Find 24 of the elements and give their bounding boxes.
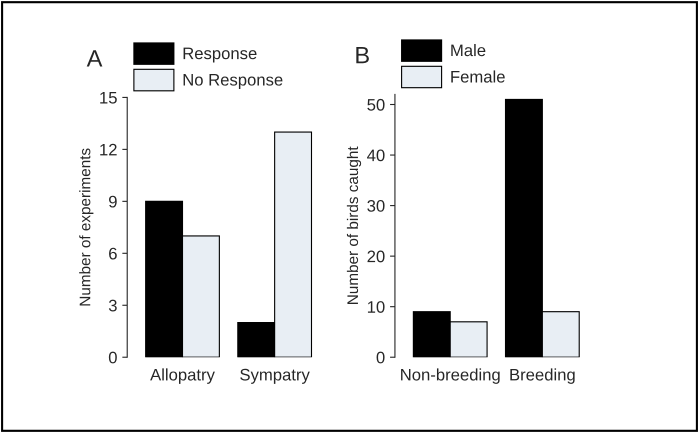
y-axis-title: Number of birds caught [346,146,362,304]
y-tick-label: 30 [367,200,385,212]
chart-title: B [356,46,369,64]
legend-label: Response [184,48,257,63]
y-tick-label: 50 [367,98,385,111]
x-tick-label: Breeding [510,368,575,384]
x-tick-label: Non-breeding [401,368,500,384]
legend-label: Female [451,70,505,83]
legend-label: No Response [184,74,282,89]
y-tick-label: 15 [100,92,117,104]
legend-label: Male [451,44,486,56]
y-tick-label: 10 [368,301,385,313]
y-tick-label: 0 [108,352,117,364]
y-tick-label: 40 [367,149,385,162]
x-tick-label: Sympatry [240,368,310,384]
y-tick-label: 3 [108,300,117,312]
y-tick-label: 20 [368,250,385,262]
y-tick-label: 6 [109,248,117,260]
y-tick-label: 0 [376,352,385,364]
y-tick-label: 9 [109,196,117,208]
x-tick-label: Allopatry [150,368,215,384]
y-tick-label: 12 [100,144,117,156]
y-axis-title: Number of experiments [79,148,94,306]
chart-title: A [86,50,102,67]
